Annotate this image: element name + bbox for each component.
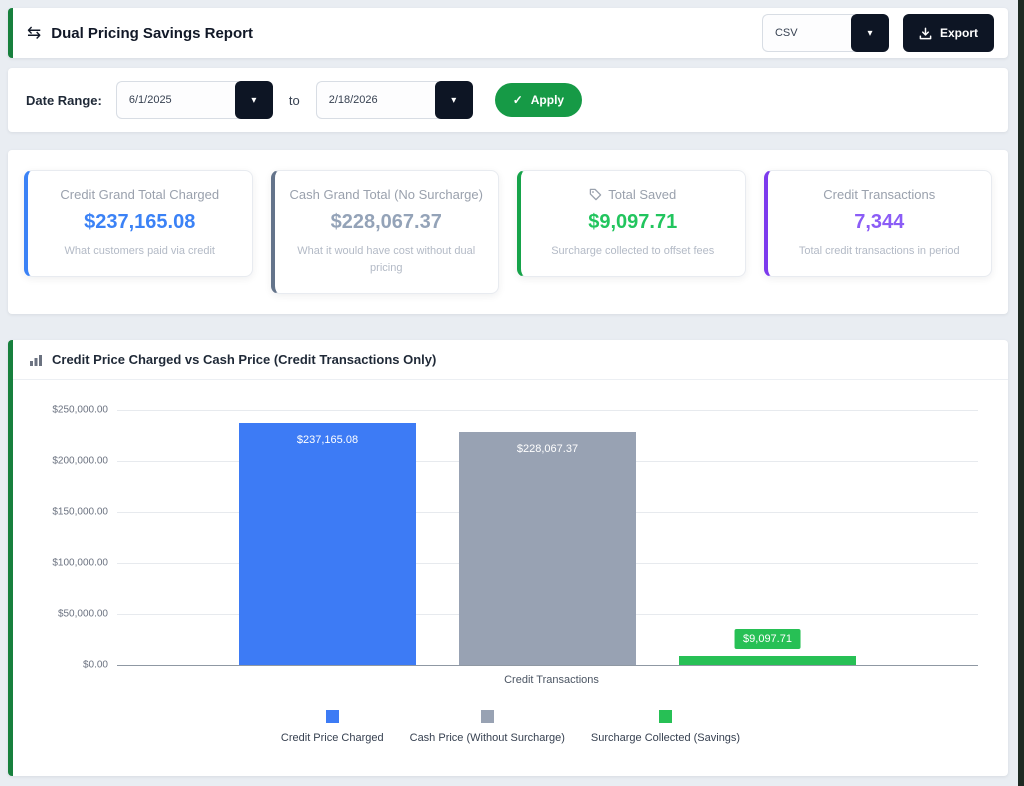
top-bar: ⇆ Dual Pricing Savings Report CSV ▾ Expo…: [8, 8, 1008, 58]
gridline: [117, 410, 978, 412]
legend-swatch: [659, 710, 672, 724]
legend-item[interactable]: Credit Price Charged: [281, 710, 384, 744]
top-bar-actions: CSV ▾ Export: [761, 14, 994, 52]
card-title: Credit Grand Total Charged: [60, 187, 220, 202]
export-button-label: Export: [939, 26, 978, 40]
scrollbar[interactable]: [1018, 0, 1024, 786]
date-range-to-label: to: [288, 92, 300, 108]
export-button[interactable]: Export: [902, 14, 994, 52]
card-credit-grand-total: Credit Grand Total Charged $237,165.08 W…: [24, 170, 253, 278]
chart-plot: $250,000.00 $200,000.00 $150,000.00 $100,00…: [52, 405, 978, 671]
chart-header: Credit Price Charged vs Cash Price (Cred…: [13, 340, 1008, 381]
card-subtitle: Total credit transactions in period: [798, 245, 960, 257]
chart-card: Credit Price Charged vs Cash Price (Cred…: [8, 340, 1008, 777]
legend-item[interactable]: Surcharge Collected (Savings): [591, 710, 740, 744]
y-axis-tick: $250,000.00: [52, 404, 108, 416]
export-format-caret-button[interactable]: ▾: [850, 14, 889, 52]
x-axis-line: [117, 665, 978, 667]
y-axis-tick: $50,000.00: [57, 608, 108, 620]
card-value: $9,097.71: [588, 211, 678, 233]
card-value: $237,165.08: [84, 211, 196, 233]
card-title: Total Saved: [533, 187, 733, 202]
bar-surcharge-collected-savings-[interactable]: $9,097.71: [679, 628, 856, 666]
transfer-arrows-icon: ⇆: [27, 23, 42, 42]
check-icon: ✓: [512, 93, 523, 107]
filters-bar: Date Range: ▾ to ▾ ✓ Apply: [8, 68, 1008, 132]
x-axis-label: Credit Transactions: [504, 674, 599, 687]
bar-value-label: $237,165.08: [296, 434, 359, 447]
card-subtitle: Surcharge collected to offset fees: [551, 245, 715, 257]
chevron-down-icon: ▾: [867, 27, 873, 39]
date-range-label: Date Range:: [26, 92, 102, 108]
chevron-down-icon: ▾: [251, 94, 257, 106]
card-subtitle: What customers paid via credit: [64, 245, 215, 257]
card-cash-grand-total: Cash Grand Total (No Surcharge) $228,067…: [270, 170, 499, 295]
export-format-value[interactable]: CSV: [761, 14, 854, 52]
end-date-caret-button[interactable]: ▾: [434, 81, 473, 119]
bar-chart-icon: [30, 354, 42, 366]
card-value: 7,344: [854, 211, 905, 233]
legend-swatch: [480, 710, 494, 724]
y-axis-tick: $0.00: [82, 659, 108, 671]
bars-group: $237,165.08 $228,067.37 $9,097.71: [117, 410, 978, 666]
bar-cash-price-without-surcharge-[interactable]: $228,067.37: [459, 432, 636, 666]
apply-button-label: Apply: [530, 93, 565, 107]
download-icon: [919, 27, 932, 39]
chevron-down-icon: ▾: [451, 94, 457, 106]
y-axis-tick: $200,000.00: [52, 455, 108, 467]
start-date-input[interactable]: [115, 81, 238, 119]
legend-swatch: [325, 710, 339, 724]
tag-icon: [590, 188, 602, 201]
bar-credit-price-charged[interactable]: $237,165.08: [239, 423, 416, 666]
chart-title: Credit Price Charged vs Cash Price (Cred…: [52, 352, 437, 368]
chart-body: $250,000.00 $200,000.00 $150,000.00 $100,00…: [13, 380, 1008, 776]
export-format-select[interactable]: CSV ▾: [761, 14, 889, 52]
card-subtitle: What it would have cost without dual pri…: [297, 245, 476, 275]
legend-label: Credit Price Charged: [280, 732, 384, 745]
y-axis-tick: $100,000.00: [52, 557, 108, 569]
card-value: $228,067.37: [330, 211, 442, 233]
y-axis-tick: $150,000.00: [52, 506, 108, 518]
summary-cards-section: Credit Grand Total Charged $237,165.08 W…: [8, 150, 1008, 315]
bar-value-label: $228,067.37: [516, 443, 579, 456]
card-title-text: Total Saved: [608, 187, 677, 202]
page-title: Dual Pricing Savings Report: [51, 24, 253, 42]
end-date-input[interactable]: [315, 81, 438, 119]
legend-item[interactable]: Cash Price (Without Surcharge): [410, 710, 565, 744]
bar-value-label: $9,097.71: [734, 628, 801, 649]
end-date-group: ▾: [315, 81, 473, 119]
card-title: Credit Transactions: [823, 187, 936, 202]
start-date-group: ▾: [115, 81, 273, 119]
card-title: Cash Grand Total (No Surcharge): [289, 187, 483, 202]
apply-button[interactable]: ✓ Apply: [494, 83, 583, 117]
legend-label: Surcharge Collected (Savings): [590, 732, 741, 745]
card-credit-transactions: Credit Transactions 7,344 Total credit t…: [763, 170, 992, 278]
legend-label: Cash Price (Without Surcharge): [409, 732, 565, 745]
start-date-caret-button[interactable]: ▾: [234, 81, 273, 119]
chart-legend: Credit Price Charged Cash Price (Without …: [35, 710, 986, 744]
card-total-saved: Total Saved $9,097.71 Surcharge collecte…: [517, 170, 746, 278]
